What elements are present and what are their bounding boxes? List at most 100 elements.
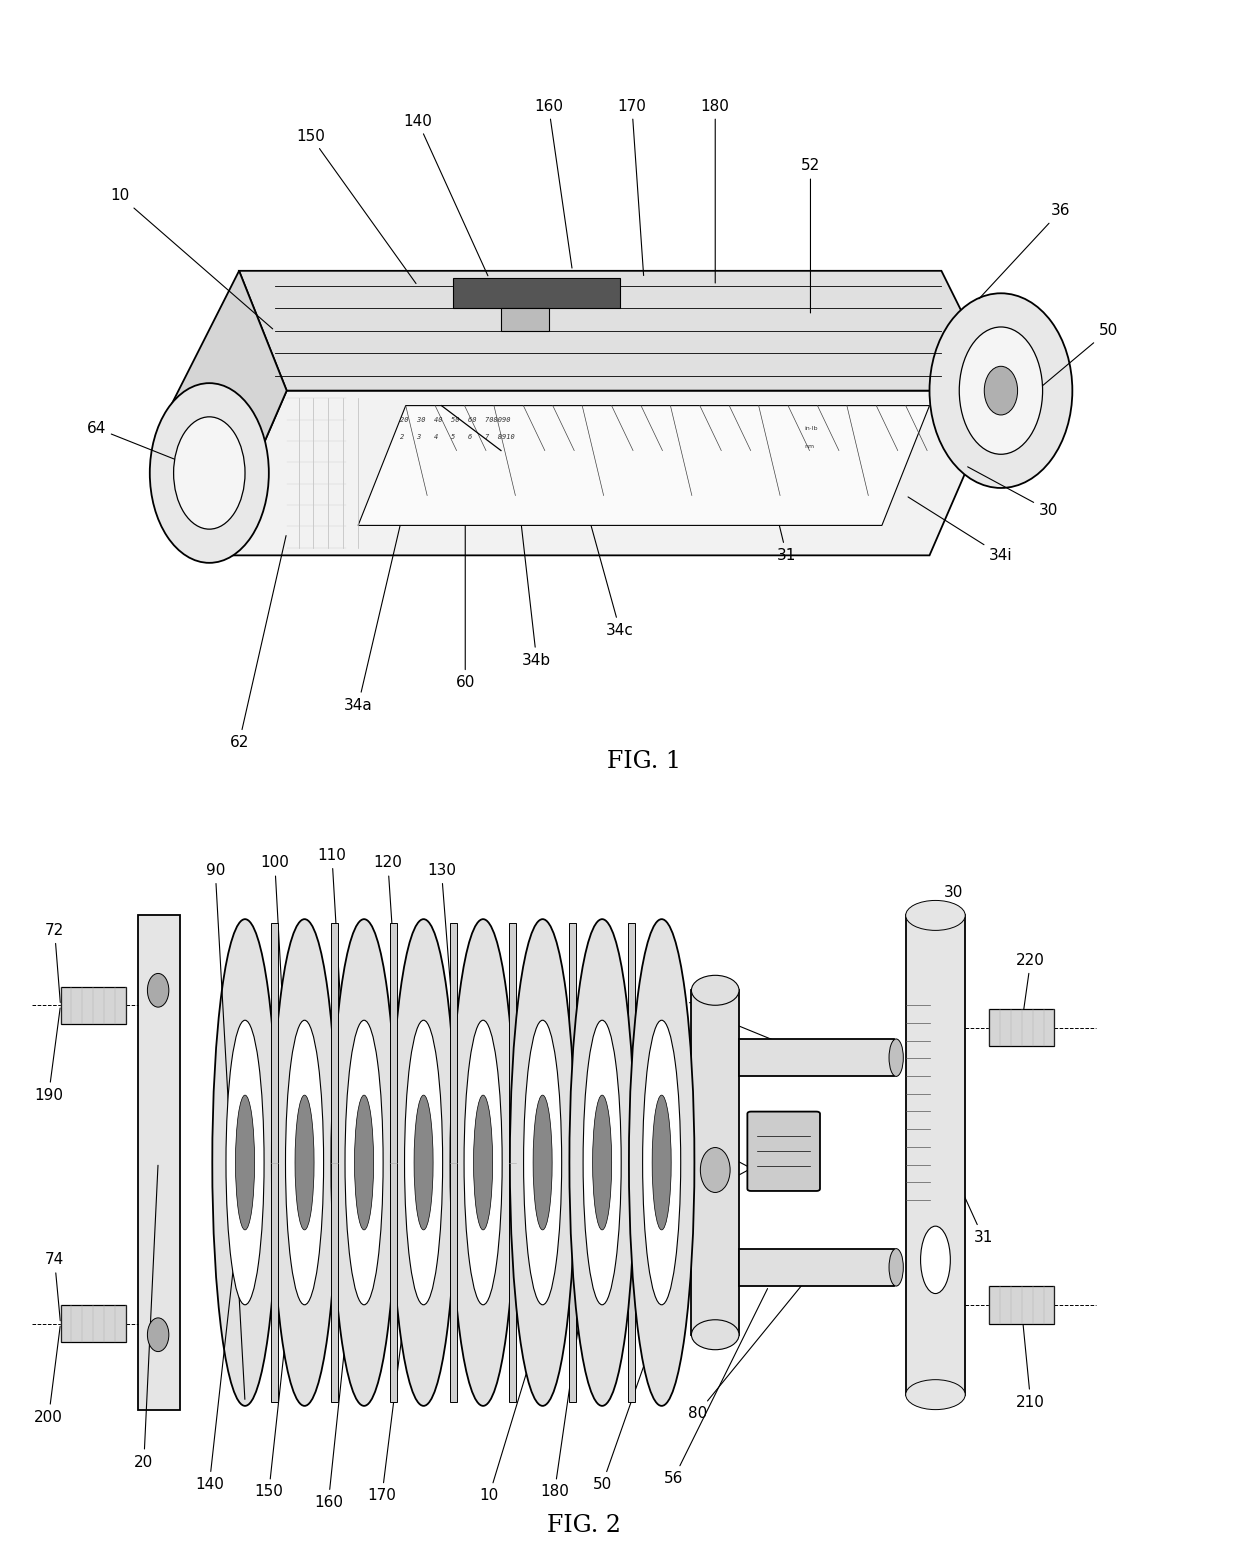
Polygon shape — [331, 924, 337, 1402]
Text: 20  30  40  50  60  708090: 20 30 40 50 60 708090 — [399, 417, 511, 423]
Polygon shape — [454, 278, 620, 309]
Polygon shape — [239, 271, 1001, 390]
Polygon shape — [450, 924, 456, 1402]
Ellipse shape — [905, 1379, 965, 1410]
Text: FIG. 2: FIG. 2 — [547, 1513, 621, 1537]
Text: 100: 100 — [260, 855, 304, 1399]
Ellipse shape — [692, 1320, 739, 1349]
Polygon shape — [156, 271, 286, 555]
Polygon shape — [358, 406, 930, 526]
Ellipse shape — [930, 293, 1073, 488]
Ellipse shape — [510, 919, 575, 1406]
Ellipse shape — [285, 1020, 324, 1304]
Text: 34c: 34c — [573, 460, 634, 638]
Text: 50: 50 — [1039, 323, 1117, 388]
Text: 120: 120 — [373, 855, 423, 1399]
Text: in·lb: in·lb — [805, 426, 818, 431]
Ellipse shape — [295, 1095, 314, 1229]
Text: nm: nm — [805, 443, 815, 449]
Ellipse shape — [236, 1095, 254, 1229]
Text: 160: 160 — [534, 98, 572, 268]
Polygon shape — [391, 924, 397, 1402]
Ellipse shape — [960, 328, 1043, 454]
Ellipse shape — [593, 1095, 611, 1229]
Polygon shape — [990, 1009, 1054, 1047]
Text: 210: 210 — [1017, 1307, 1045, 1410]
Text: 56: 56 — [663, 1289, 768, 1487]
Ellipse shape — [985, 367, 1018, 415]
Text: 220: 220 — [1017, 953, 1045, 1025]
Text: 150: 150 — [296, 128, 415, 284]
Text: 50: 50 — [593, 1165, 714, 1491]
Ellipse shape — [474, 1095, 492, 1229]
Ellipse shape — [642, 1020, 681, 1304]
Text: FIG. 1: FIG. 1 — [606, 749, 681, 772]
Ellipse shape — [569, 919, 635, 1406]
Text: 30: 30 — [967, 466, 1058, 518]
Polygon shape — [216, 390, 1001, 555]
Text: 80: 80 — [688, 1270, 815, 1421]
Ellipse shape — [174, 417, 246, 529]
Text: 61: 61 — [688, 1133, 781, 1184]
Ellipse shape — [391, 919, 456, 1406]
Text: 72: 72 — [45, 924, 64, 1003]
Polygon shape — [510, 924, 516, 1402]
Text: 150: 150 — [254, 1165, 304, 1499]
Ellipse shape — [464, 1020, 502, 1304]
Text: 64: 64 — [87, 421, 207, 473]
Text: 140: 140 — [195, 1165, 244, 1491]
Polygon shape — [501, 309, 548, 331]
Text: 90: 90 — [206, 863, 244, 1399]
Ellipse shape — [450, 919, 516, 1406]
Polygon shape — [905, 916, 965, 1395]
Ellipse shape — [523, 1020, 562, 1304]
Text: 62: 62 — [229, 535, 286, 750]
Polygon shape — [138, 916, 180, 1410]
Text: 190: 190 — [35, 1008, 63, 1103]
Polygon shape — [692, 991, 739, 1335]
Polygon shape — [739, 1248, 894, 1285]
Ellipse shape — [889, 1039, 903, 1076]
Text: 180: 180 — [701, 98, 729, 282]
Text: 52: 52 — [801, 159, 820, 314]
Text: 170: 170 — [618, 98, 646, 276]
FancyBboxPatch shape — [748, 1112, 820, 1190]
Text: 140: 140 — [403, 114, 487, 276]
Text: 31: 31 — [936, 1136, 993, 1245]
Ellipse shape — [629, 919, 694, 1406]
Ellipse shape — [345, 1020, 383, 1304]
Ellipse shape — [414, 1095, 433, 1229]
Ellipse shape — [355, 1095, 373, 1229]
Text: 110: 110 — [317, 849, 363, 1399]
Polygon shape — [990, 1285, 1054, 1323]
Ellipse shape — [692, 975, 739, 1005]
Ellipse shape — [404, 1020, 443, 1304]
Polygon shape — [629, 924, 635, 1402]
Text: 36: 36 — [980, 203, 1070, 298]
Text: 200: 200 — [35, 1326, 63, 1424]
Ellipse shape — [583, 1020, 621, 1304]
Text: 34i: 34i — [908, 498, 1013, 563]
Text: 30: 30 — [936, 886, 963, 958]
Text: 34b: 34b — [513, 454, 552, 668]
Text: 20: 20 — [134, 1165, 157, 1470]
Text: 160: 160 — [314, 1165, 363, 1510]
Text: 74: 74 — [45, 1253, 64, 1321]
Text: 170: 170 — [367, 1165, 423, 1504]
Text: 60: 60 — [676, 1153, 781, 1211]
Ellipse shape — [652, 1095, 671, 1229]
Ellipse shape — [212, 919, 278, 1406]
Ellipse shape — [150, 384, 269, 563]
Text: 180: 180 — [541, 1165, 601, 1499]
Polygon shape — [569, 924, 575, 1402]
Text: 130: 130 — [427, 863, 482, 1399]
Ellipse shape — [148, 973, 169, 1008]
Ellipse shape — [905, 900, 965, 930]
Ellipse shape — [226, 1020, 264, 1304]
Text: 31: 31 — [764, 460, 796, 563]
Polygon shape — [61, 986, 126, 1023]
Ellipse shape — [889, 1248, 903, 1285]
Ellipse shape — [701, 1148, 730, 1192]
Ellipse shape — [920, 1226, 950, 1293]
Ellipse shape — [148, 1318, 169, 1351]
